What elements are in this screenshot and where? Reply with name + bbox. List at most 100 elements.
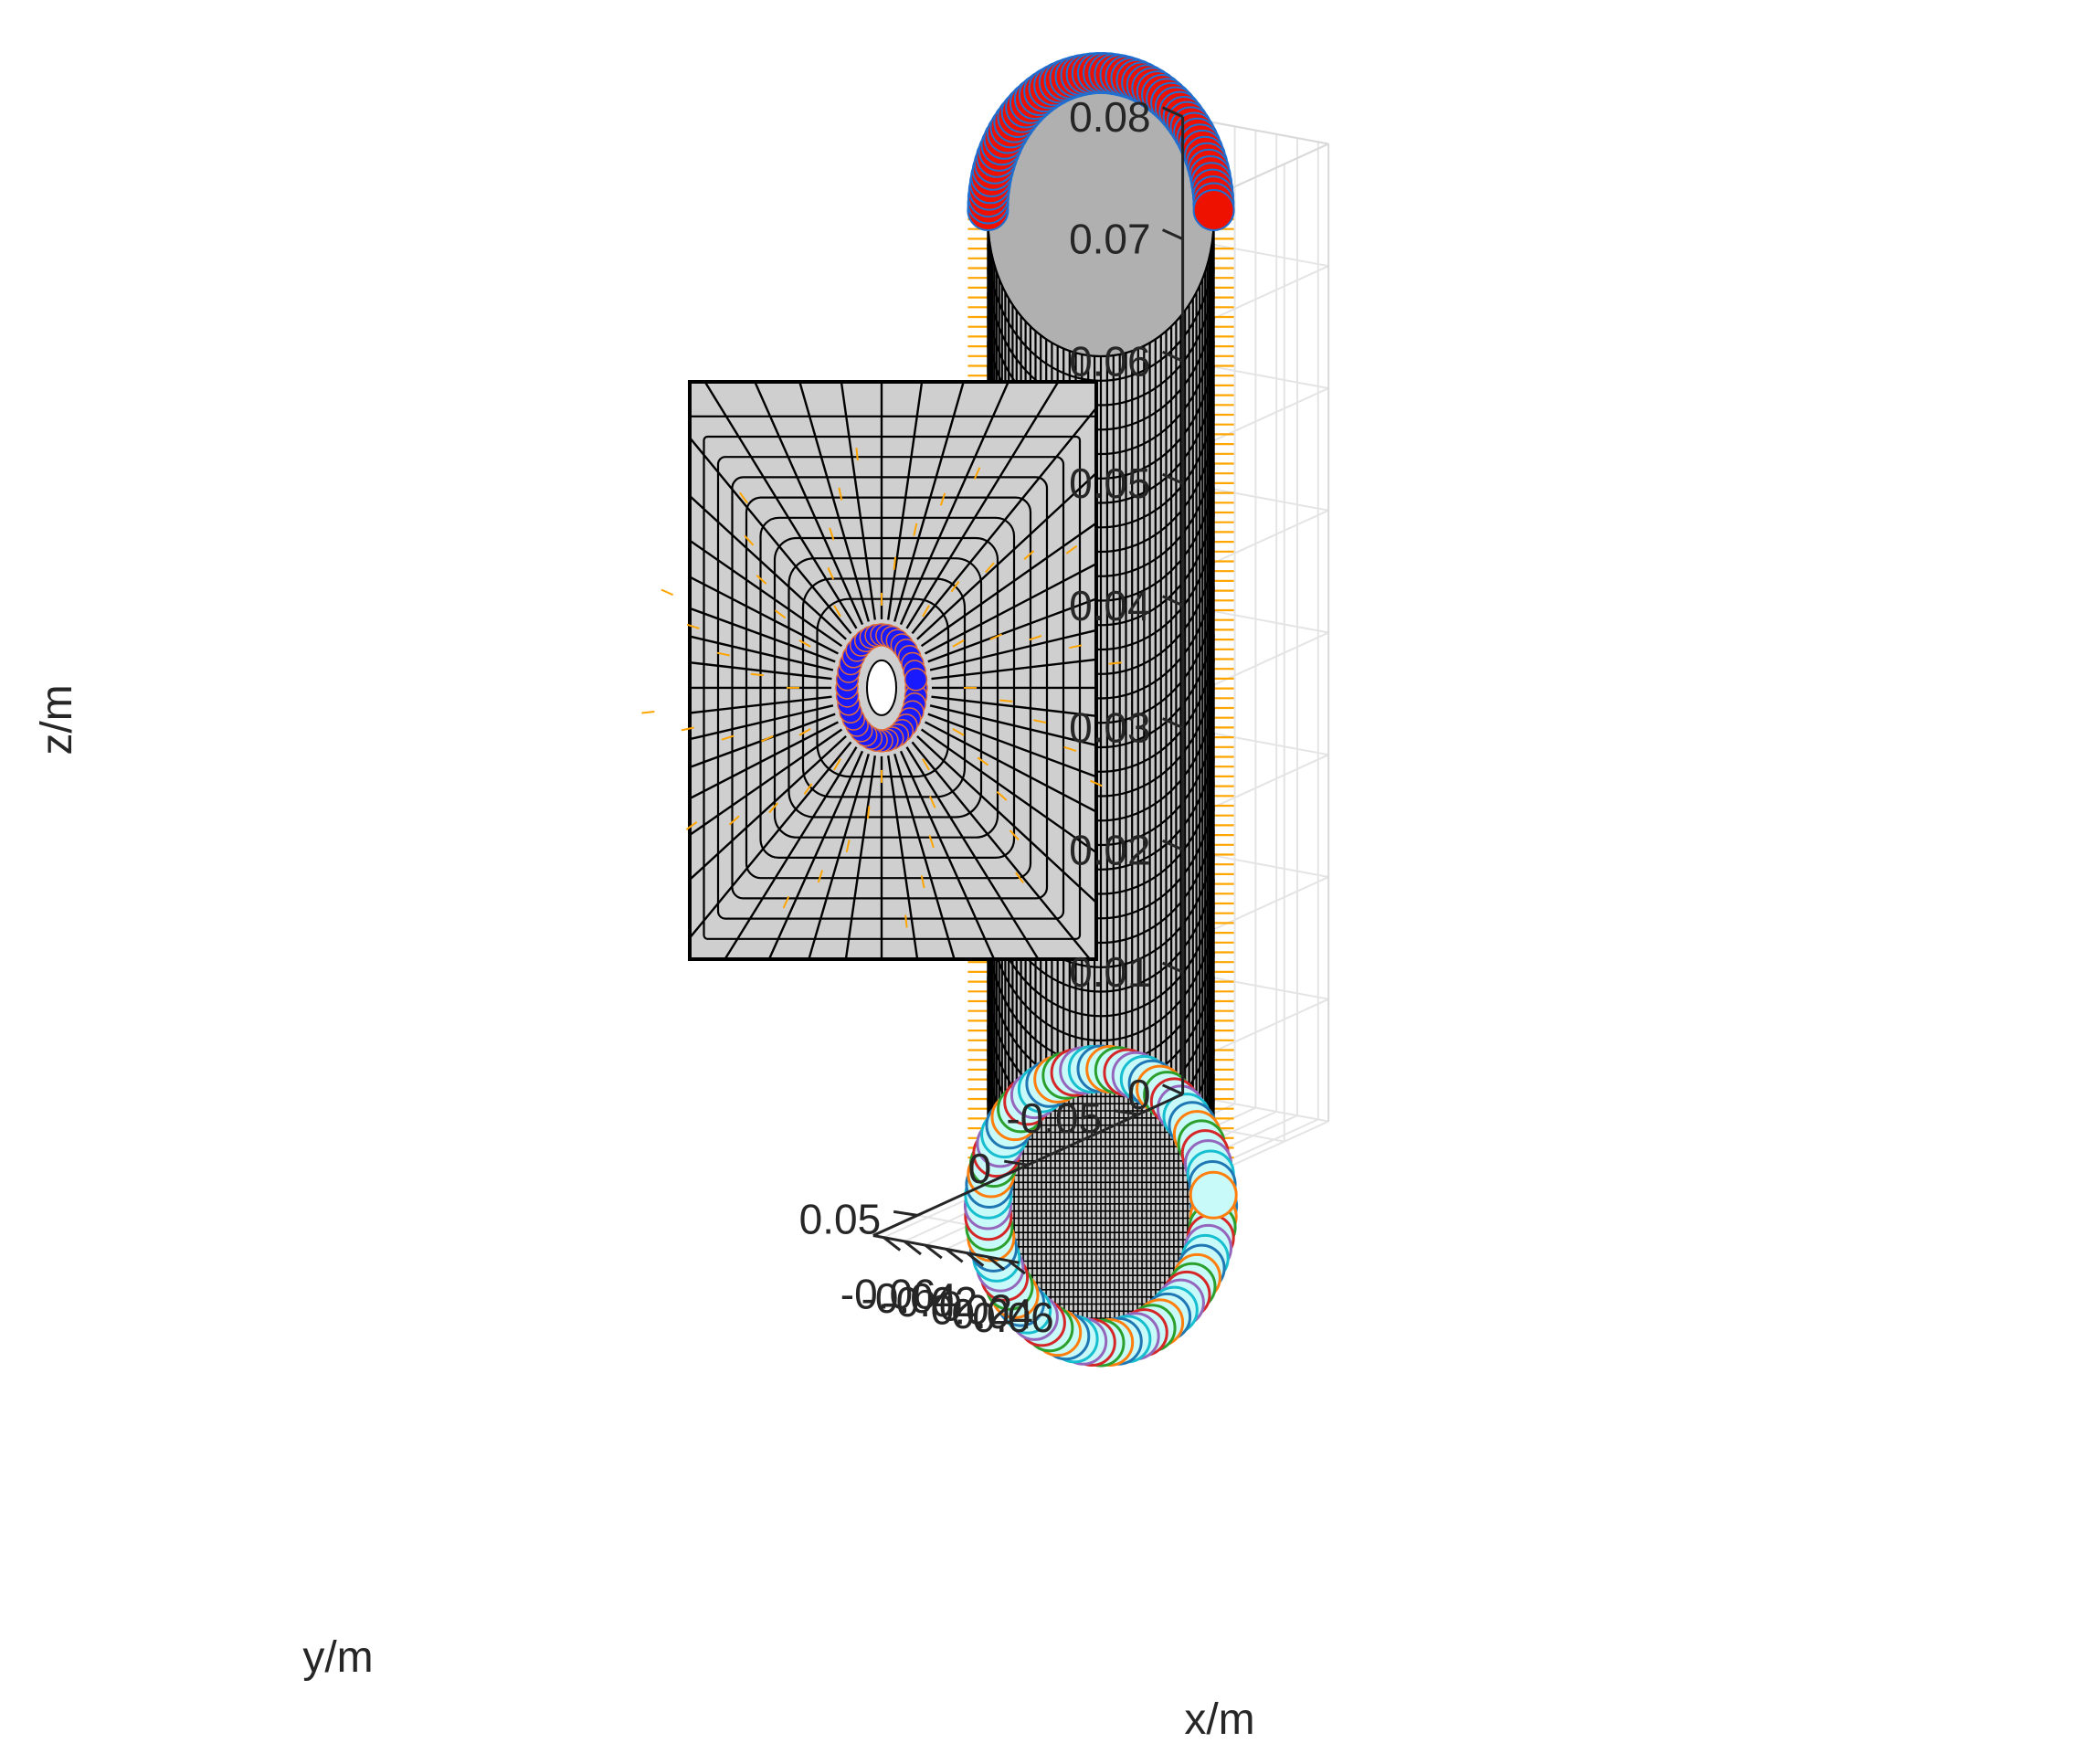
normal-arrow <box>904 914 908 928</box>
patch-ring <box>773 536 999 839</box>
z-tick-label: 0.03 <box>1069 704 1151 752</box>
x-tick-label: -0.04 <box>862 1274 957 1322</box>
patch-ring <box>745 496 1032 880</box>
normal-arrow <box>999 699 1013 702</box>
normal-arrow <box>952 639 965 648</box>
normal-arrow <box>738 491 748 504</box>
patch-radial-line <box>920 728 1097 854</box>
normal-arrow <box>716 651 730 657</box>
y-tick-label: 0 <box>968 1145 992 1192</box>
axes: 00.010.020.030.040.050.060.070.08-0.0500… <box>799 93 1185 1341</box>
normal-arrow <box>661 588 674 597</box>
hole-opening <box>866 659 897 716</box>
z-tick <box>1161 961 1184 974</box>
y-axis-label: y/m <box>302 1633 373 1682</box>
normal-arrow <box>922 758 930 771</box>
patch-ring <box>816 597 950 778</box>
normal-arrow <box>952 728 965 736</box>
normal-arrow <box>1009 829 1020 840</box>
patch-radial-line <box>767 750 864 960</box>
normal-arrow <box>803 783 813 795</box>
patch-radial-line <box>911 741 1091 960</box>
x-tick <box>966 1252 985 1267</box>
normal-arrow <box>1069 644 1083 650</box>
patch-ring <box>759 516 1016 859</box>
normal-arrow <box>855 448 859 461</box>
patch-radial-line <box>927 713 1097 778</box>
z-tick-label: 0.08 <box>1069 93 1151 141</box>
x-tick-label: 0.04 <box>951 1290 1033 1337</box>
normal-arrow <box>641 711 655 714</box>
z-tick <box>1161 1083 1184 1096</box>
normal-arrow <box>798 639 811 648</box>
normal-arrow <box>1065 544 1078 555</box>
patch-radial-line <box>689 576 839 655</box>
bottom-rim-markers <box>963 1044 1239 1368</box>
normal-arrow <box>829 527 835 541</box>
hole-markers <box>835 623 928 753</box>
normal-arrow <box>838 487 843 501</box>
normal-arrow <box>845 839 851 853</box>
x-tick <box>1008 1259 1026 1275</box>
normal-arrow <box>866 806 871 819</box>
axis-labels: x/m y/m z/m <box>33 684 1255 1744</box>
mesh-ring <box>987 903 1215 1042</box>
patch-radial-line <box>905 381 1060 629</box>
patch-radial-line <box>893 381 965 622</box>
z-tick-label: 0.01 <box>1069 948 1151 996</box>
y-tick-label: -0.05 <box>1006 1094 1102 1142</box>
normal-arrow <box>1033 719 1047 724</box>
normal-arrow <box>760 734 774 743</box>
patch-radial-line <box>916 472 1097 640</box>
mesh-ring <box>987 218 1215 358</box>
normal-arrow <box>744 534 755 546</box>
hole-marker <box>904 668 928 692</box>
normal-arrow <box>827 566 835 580</box>
x-tick-label: 0.02 <box>931 1286 1013 1334</box>
z-tick <box>1161 717 1184 729</box>
normal-arrow <box>1063 745 1077 753</box>
patch-radial-line <box>893 753 956 960</box>
patch-ring <box>716 456 1065 920</box>
normal-arrow <box>817 870 824 883</box>
mesh-ring <box>987 243 1215 382</box>
normal-arrow <box>893 556 897 570</box>
patch-radial-line <box>798 381 870 622</box>
z-tick-label: 0 <box>1127 1071 1151 1118</box>
patch-radial-line <box>887 381 924 620</box>
z-tick-label: 0.06 <box>1069 337 1151 385</box>
patch-ring <box>688 415 1098 961</box>
normal-arrow <box>1029 635 1042 641</box>
top-marker <box>1192 189 1235 231</box>
normal-arrow <box>1015 871 1025 884</box>
normal-arrow <box>950 580 960 593</box>
patch-radial-line <box>689 495 847 640</box>
x-tick <box>945 1248 964 1263</box>
normal-arrow <box>685 820 698 830</box>
patch-radial-line <box>689 437 852 635</box>
x-tick-label: 0.06 <box>972 1294 1054 1341</box>
normal-arrow <box>989 633 1003 640</box>
patch-radial-line <box>808 753 870 960</box>
patch-radial-line <box>905 746 1040 960</box>
patch-radial-line <box>689 607 836 663</box>
patch-radial-line <box>689 721 839 800</box>
x-tick <box>987 1255 1006 1271</box>
mesh-ring <box>987 292 1215 431</box>
patch-radial-line <box>920 522 1097 648</box>
z-tick-label: 0.04 <box>1069 582 1151 629</box>
patch-radial-line <box>927 597 1097 663</box>
z-tick-label: 0.05 <box>1069 459 1151 507</box>
z-tick <box>1161 228 1184 240</box>
x-tick-label: 0 <box>939 1282 963 1329</box>
patch-radial-line <box>899 750 996 960</box>
y-tick <box>1003 1159 1029 1167</box>
bottom-marker <box>1189 1170 1238 1220</box>
x-tick <box>883 1236 902 1252</box>
normal-arrow <box>721 734 735 741</box>
patch-radial-line <box>925 563 1097 655</box>
normal-arrow <box>681 726 694 732</box>
z-tick <box>1161 472 1184 485</box>
normal-arrow <box>833 605 841 618</box>
